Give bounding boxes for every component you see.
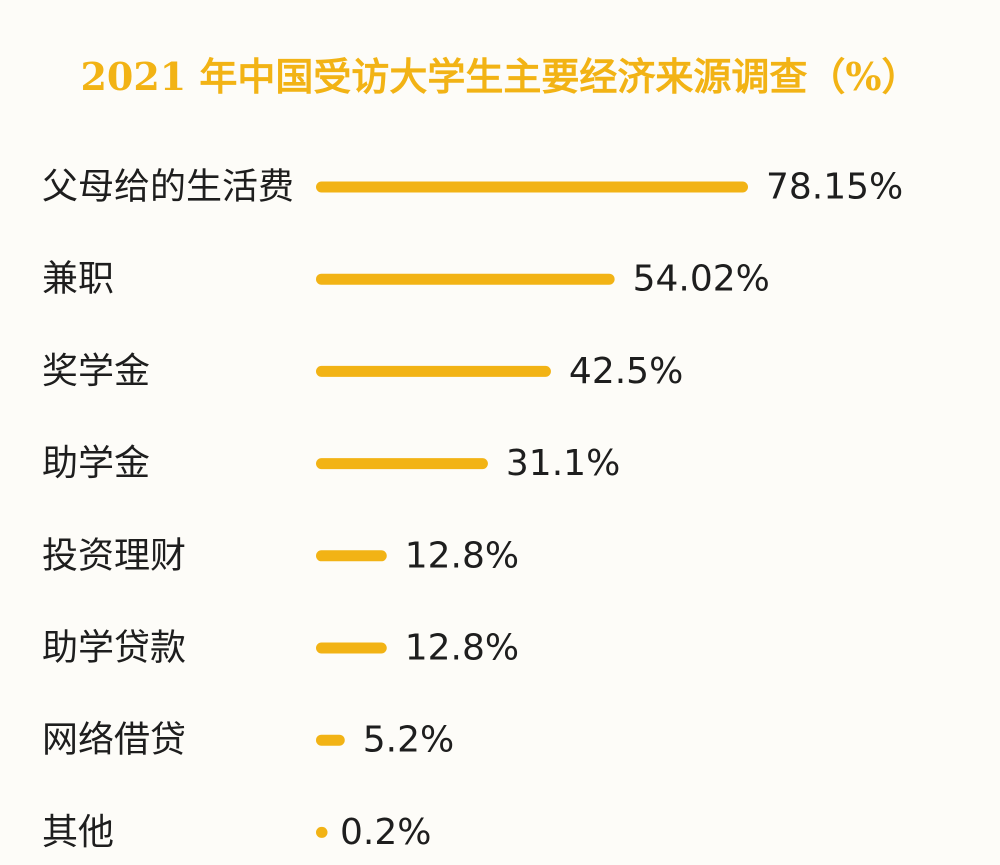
category-label: 奖学金 (42, 351, 150, 392)
bars-layer: 父母给的生活费 78.15% 兼职 54.02% 奖学金 42.5% 助学金 31.1% 投资理… (42, 167, 903, 853)
value-label: 12.8% (405, 535, 519, 576)
category-label: 兼职 (42, 259, 114, 300)
category-label: 网络借贷 (42, 720, 186, 761)
value-label: 5.2% (363, 720, 454, 761)
chart-title: 2021 年中国受访大学生主要经济来源调查（%） (80, 54, 919, 99)
category-label: 投资理财 (42, 535, 186, 576)
value-label: 78.15% (766, 167, 903, 208)
category-label: 父母给的生活费 (42, 167, 294, 208)
value-label: 31.1% (506, 443, 620, 484)
value-label: 54.02% (633, 259, 770, 300)
value-label: 12.8% (405, 628, 519, 669)
value-label: 42.5% (569, 351, 683, 392)
category-label: 助学贷款 (42, 628, 186, 669)
category-label: 其他 (42, 812, 114, 853)
value-label: 0.2% (340, 812, 431, 853)
category-label: 助学金 (42, 443, 150, 484)
